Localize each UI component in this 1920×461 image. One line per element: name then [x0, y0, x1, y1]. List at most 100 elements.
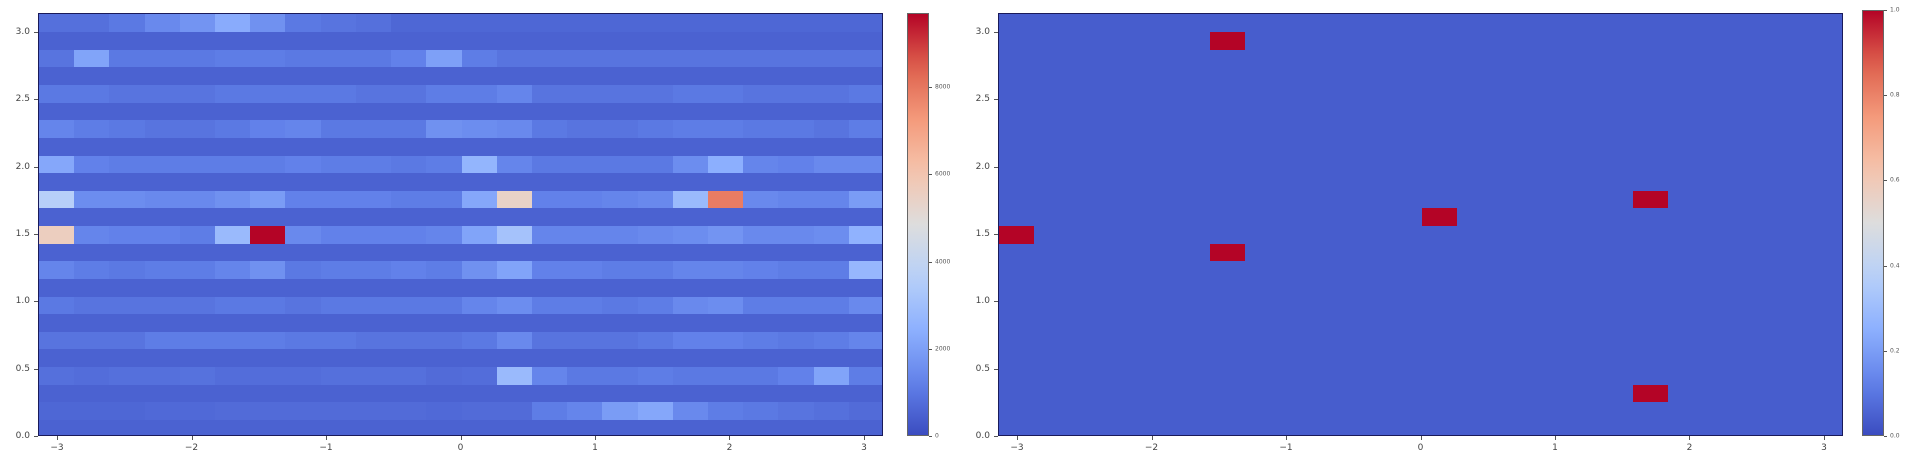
- heatmap-cell: [285, 49, 322, 68]
- heatmap-cell: [1632, 243, 1669, 262]
- heatmap-cell: [637, 119, 674, 138]
- heatmap-cell: [285, 260, 322, 279]
- heatmap-cell: [778, 119, 815, 138]
- heatmap-cell: [999, 102, 1035, 121]
- heatmap-cell: [1703, 419, 1739, 435]
- heatmap-cell: [778, 155, 815, 174]
- heatmap-cell: [250, 66, 287, 86]
- heatmap-cell: [74, 155, 110, 174]
- heatmap-cell: [179, 155, 216, 174]
- heatmap-cell: [1280, 84, 1317, 103]
- heatmap-cell: [74, 190, 110, 209]
- x-tick-mark: [1151, 436, 1153, 440]
- heatmap-cell: [1069, 190, 1106, 209]
- heatmap-cell: [496, 419, 533, 435]
- heatmap-cell: [215, 84, 251, 103]
- heatmap-cell: [496, 278, 533, 297]
- heatmap-cell: [1597, 296, 1634, 315]
- heatmap-cell: [1139, 401, 1176, 420]
- heatmap-cell: [1280, 190, 1317, 209]
- heatmap-cell: [1667, 296, 1704, 315]
- heatmap-cell: [999, 190, 1035, 209]
- heatmap-cell: [39, 66, 75, 86]
- heatmap-cell: [250, 313, 287, 332]
- heatmap-cell: [355, 243, 392, 262]
- x-tick-mark: [326, 436, 327, 440]
- heatmap-cell: [144, 348, 181, 368]
- heatmap-cell: [179, 84, 216, 103]
- heatmap-cell: [1280, 225, 1317, 244]
- heatmap-cell: [531, 419, 568, 435]
- heatmap-cell: [355, 313, 392, 332]
- heatmap-cell: [1808, 102, 1842, 121]
- heatmap-cell: [179, 384, 216, 403]
- heatmap-cell: [1491, 66, 1528, 86]
- heatmap-cell: [1738, 155, 1775, 174]
- heatmap-cell: [109, 49, 146, 68]
- heatmap-cell: [461, 384, 498, 403]
- heatmap-cell: [355, 155, 392, 174]
- heatmap-cell: [1808, 260, 1842, 279]
- heatmap-cell: [1808, 190, 1842, 209]
- heatmap-cell: [391, 243, 427, 262]
- y-tick-label: 2.0: [975, 161, 990, 172]
- heatmap-cell: [672, 331, 709, 350]
- heatmap-cell: [1069, 401, 1106, 420]
- colorbar-tick-label: 4000: [935, 258, 951, 266]
- heatmap-cell: [1280, 137, 1317, 156]
- heatmap-cell: [1562, 14, 1599, 33]
- heatmap-cell: [1527, 278, 1563, 297]
- heatmap-cell: [602, 313, 639, 332]
- heatmap-cell: [39, 331, 75, 350]
- heatmap-cell: [1703, 119, 1739, 138]
- heatmap-cell: [672, 190, 709, 209]
- heatmap-cell: [672, 243, 709, 262]
- heatmap-cell: [320, 102, 357, 121]
- heatmap-cell: [1386, 401, 1423, 420]
- heatmap-cell: [848, 31, 882, 50]
- y-tick-label: 0.5: [975, 363, 990, 374]
- heatmap-cell: [1034, 84, 1070, 103]
- heatmap-cell: [999, 31, 1035, 50]
- heatmap-cell: [1421, 260, 1458, 279]
- heatmap-cell: [1210, 102, 1247, 121]
- heatmap-cell: [39, 384, 75, 403]
- heatmap-cell: [1034, 296, 1070, 315]
- heatmap-cell: [1491, 14, 1528, 33]
- heatmap-cell: [496, 366, 533, 385]
- heatmap-cell: [426, 84, 463, 103]
- heatmap-cell: [813, 155, 850, 174]
- colorbar-tick-mark: [929, 348, 932, 350]
- heatmap-cell: [250, 401, 287, 420]
- x-tick-mark: [57, 436, 59, 440]
- heatmap-cell: [1245, 384, 1282, 403]
- heatmap-cell: [1245, 313, 1282, 332]
- heatmap-cell: [391, 348, 427, 368]
- heatmap-cell: [999, 366, 1035, 385]
- heatmap-cell: [1597, 190, 1634, 209]
- heatmap-cell: [109, 14, 146, 33]
- heatmap-cell: [1491, 155, 1528, 174]
- heatmap-cell: [637, 155, 674, 174]
- heatmap-cell: [320, 119, 357, 138]
- y-tick-mark: [994, 301, 998, 303]
- heatmap-cell: [1139, 155, 1176, 174]
- heatmap-cell: [1667, 384, 1704, 403]
- heatmap-cell: [1456, 366, 1493, 385]
- heatmap-cell: [1210, 260, 1247, 279]
- heatmap-cell: [1738, 260, 1775, 279]
- heatmap-cell: [1104, 278, 1141, 297]
- heatmap-cell: [707, 172, 744, 191]
- x-tick-label: 3: [1821, 443, 1827, 453]
- heatmap-cell: [1315, 366, 1352, 385]
- heatmap-cell: [285, 172, 322, 191]
- heatmap-cell: [1597, 14, 1634, 33]
- heatmap-cell: [461, 225, 498, 244]
- heatmap-cell: [848, 243, 882, 262]
- heatmap-cell: [426, 14, 463, 33]
- heatmap-cell: [1632, 190, 1669, 209]
- y-tick-label: 0.0: [15, 431, 30, 441]
- heatmap-cell: [602, 419, 639, 435]
- heatmap-cell: [1351, 49, 1387, 68]
- heatmap-cell: [672, 14, 709, 33]
